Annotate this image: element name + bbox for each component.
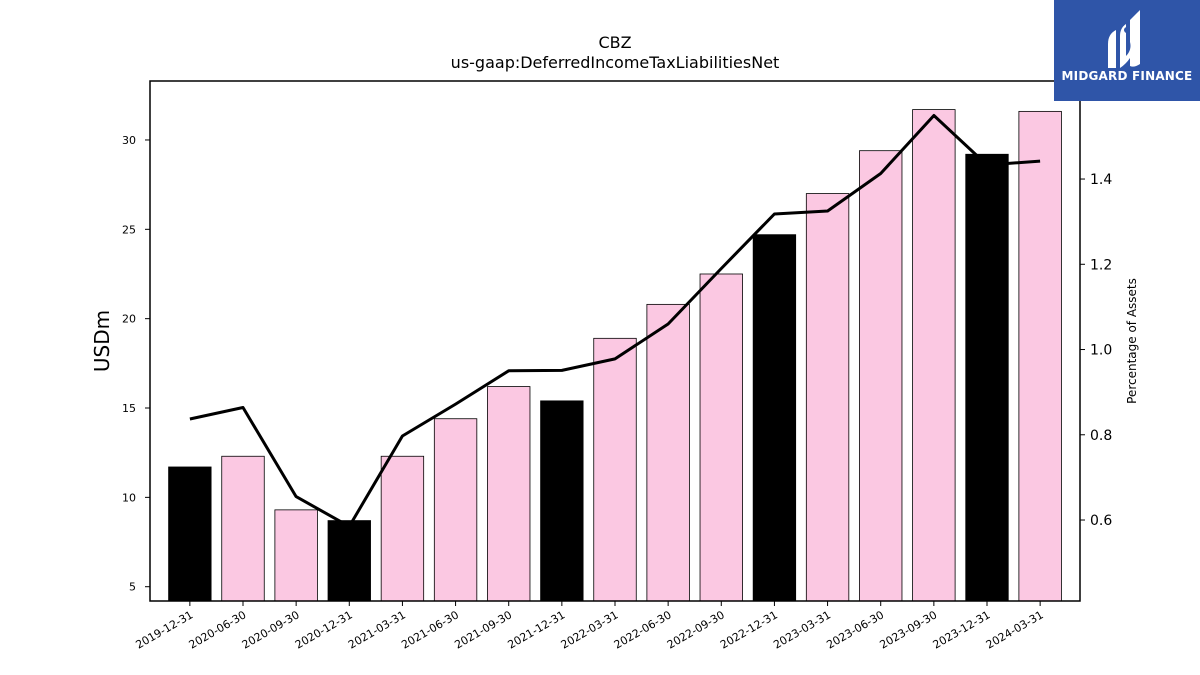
y-tick-label: 20	[122, 313, 136, 326]
x-tick-label: 2024-03-31	[984, 608, 1046, 651]
x-tick-label: 2023-06-30	[824, 608, 886, 651]
x-tick-label: 2021-09-30	[452, 608, 514, 651]
logo-mark-icon	[1108, 10, 1140, 68]
bar	[965, 153, 1009, 602]
x-tick-label: 2021-03-31	[346, 608, 408, 651]
bar	[433, 418, 478, 602]
x-tick-label: 2021-06-30	[399, 608, 461, 651]
bar	[168, 466, 212, 602]
y-tick-label: 30	[122, 134, 136, 147]
x-tick-label: 2022-09-30	[665, 608, 727, 651]
chart-subtitle: us-gaap:DeferredIncomeTaxLiabilitiesNet	[451, 53, 780, 72]
bar	[593, 337, 637, 602]
line-group	[189, 114, 1041, 528]
x-tick-label: 2023-03-31	[771, 608, 833, 651]
bar	[380, 455, 425, 602]
bar	[699, 273, 743, 602]
y-tick-label: 5	[129, 581, 136, 594]
percentage-line	[189, 114, 1041, 528]
y2-axis-label: Percentage of Assets	[1125, 278, 1139, 404]
midgard-finance-logo: MIDGARD FINANCE	[1054, 0, 1200, 101]
y2-tick-label: 0.6	[1090, 513, 1112, 529]
x-tick-label: 2020-06-30	[187, 608, 249, 651]
y2-tick-label: 1.4	[1090, 172, 1112, 188]
chart-title: CBZ	[598, 33, 631, 52]
y2-tick-label: 1.0	[1090, 343, 1112, 359]
bar	[805, 193, 850, 602]
y2-tick-label: 1.2	[1090, 257, 1112, 273]
left-axis: 5 10 15 20 25 30	[122, 134, 150, 594]
bar	[752, 234, 797, 602]
bar	[912, 109, 956, 602]
x-tick-label: 2022-03-31	[559, 608, 621, 651]
x-tick-label: 2019-12-31	[133, 608, 195, 651]
x-tick-label: 2020-09-30	[240, 608, 302, 651]
bar	[327, 520, 371, 602]
bar	[221, 455, 265, 602]
x-tick-label: 2020-12-31	[293, 608, 355, 651]
bar	[540, 400, 584, 602]
logo-text: MIDGARD FINANCE	[1061, 69, 1193, 83]
y-tick-label: 10	[122, 491, 136, 504]
bar	[487, 386, 531, 602]
bar	[274, 509, 318, 602]
bar	[646, 303, 690, 602]
x-tick-label: 2022-12-31	[718, 608, 780, 651]
x-tick-label: 2023-09-30	[877, 608, 939, 651]
bar-group	[168, 109, 1062, 602]
y-tick-label: 25	[122, 223, 136, 236]
y-tick-label: 15	[122, 402, 136, 415]
x-tick-label: 2021-12-31	[505, 608, 567, 651]
x-axis: 2019-12-312020-06-302020-09-302020-12-31…	[133, 601, 1046, 652]
x-tick-label: 2023-12-31	[931, 608, 993, 651]
y-axis-label: USDm	[90, 310, 114, 372]
x-tick-label: 2022-06-30	[612, 608, 674, 651]
bar	[1018, 110, 1062, 602]
right-axis: 0.6 0.8 1.0 1.2 1.4	[1080, 172, 1112, 529]
y2-tick-label: 0.8	[1090, 428, 1112, 444]
bar	[859, 150, 903, 602]
